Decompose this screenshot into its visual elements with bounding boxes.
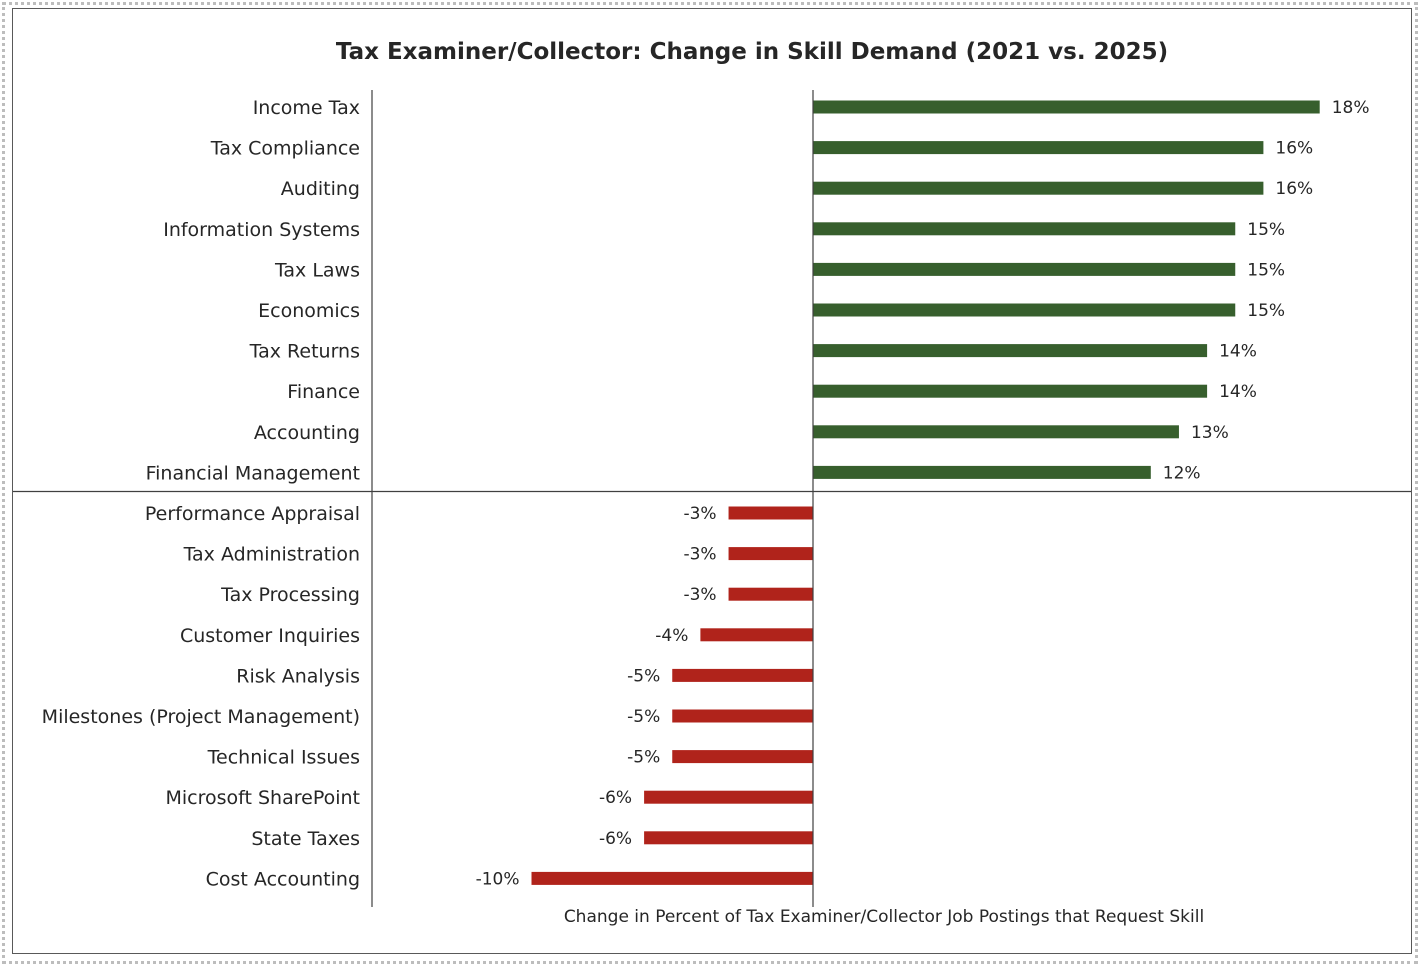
- category-label: Economics: [258, 300, 360, 322]
- data-label: 13%: [1191, 423, 1229, 443]
- category-label: Auditing: [281, 178, 360, 200]
- category-labels: Income Tax Tax Compliance Auditing Informat…: [42, 97, 360, 890]
- data-label: -4%: [655, 626, 688, 646]
- bar: [728, 587, 813, 601]
- bar: [672, 668, 813, 682]
- bar: [672, 750, 813, 764]
- category-label: Information Systems: [163, 219, 360, 241]
- bar: [813, 181, 1264, 195]
- chart-title: Tax Examiner/Collector: Change in Skill …: [336, 39, 1168, 65]
- category-label: Income Tax: [253, 97, 360, 119]
- data-label: 15%: [1247, 220, 1285, 240]
- bar: [813, 100, 1320, 114]
- category-label: Performance Appraisal: [145, 503, 360, 525]
- data-label: 18%: [1332, 98, 1370, 118]
- category-label: Milestones (Project Management): [42, 706, 360, 728]
- category-label: Microsoft SharePoint: [165, 787, 360, 809]
- data-label: 16%: [1275, 139, 1313, 159]
- bar: [813, 303, 1236, 317]
- data-label: 14%: [1219, 342, 1257, 362]
- data-label: -5%: [627, 707, 660, 727]
- category-label: Customer Inquiries: [180, 625, 360, 647]
- data-label: 15%: [1247, 260, 1285, 280]
- bar: [531, 871, 813, 885]
- bar: [813, 262, 1236, 276]
- category-label: Financial Management: [146, 462, 360, 484]
- data-label: -3%: [683, 545, 716, 565]
- category-label: Accounting: [254, 422, 360, 444]
- data-label: -6%: [599, 788, 632, 808]
- bar: [644, 831, 813, 845]
- bar: [813, 222, 1236, 236]
- bar: [700, 628, 813, 642]
- bars: [531, 100, 1320, 885]
- bar: [672, 709, 813, 723]
- bar: [813, 384, 1208, 398]
- data-label: -5%: [627, 748, 660, 768]
- category-label: Tax Laws: [274, 259, 360, 281]
- data-label: -6%: [599, 829, 632, 849]
- bar: [813, 465, 1151, 479]
- category-label: Cost Accounting: [206, 868, 360, 890]
- data-labels: 18% 16% 16% 15% 15% 15% 14% 14% 13% 12% -3% -3% -3% -…: [476, 98, 1370, 889]
- data-label: -3%: [683, 504, 716, 524]
- bar: [813, 141, 1264, 155]
- data-label: -3%: [683, 585, 716, 605]
- x-axis-title: Change in Percent of Tax Examiner/Collec…: [564, 907, 1204, 927]
- data-label: -10%: [476, 869, 520, 889]
- category-label: Tax Processing: [220, 584, 360, 606]
- category-label: Technical Issues: [207, 747, 360, 769]
- category-label: State Taxes: [251, 828, 360, 850]
- bar: [813, 425, 1179, 439]
- bar: [728, 506, 813, 520]
- data-label: -5%: [627, 666, 660, 686]
- bar: [813, 344, 1208, 358]
- category-label: Tax Administration: [183, 544, 360, 566]
- data-label: 16%: [1275, 179, 1313, 199]
- bar: [644, 790, 813, 804]
- bar: [728, 547, 813, 561]
- category-label: Tax Returns: [249, 341, 360, 363]
- category-label: Finance: [287, 381, 360, 403]
- category-label: Tax Compliance: [210, 138, 360, 160]
- data-label: 15%: [1247, 301, 1285, 321]
- data-label: 14%: [1219, 382, 1257, 402]
- category-label: Risk Analysis: [236, 665, 360, 687]
- data-label: 12%: [1163, 463, 1201, 483]
